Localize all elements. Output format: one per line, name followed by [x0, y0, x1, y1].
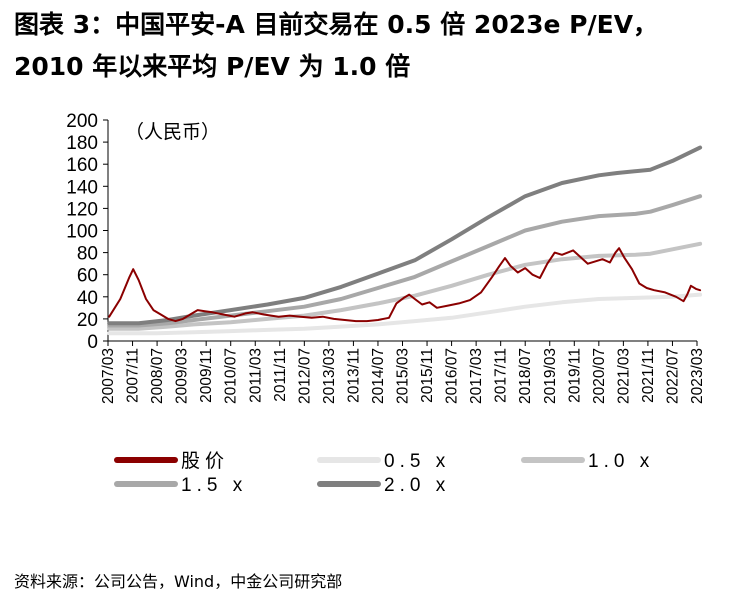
figure-title-line-1: 图表 3：中国平安-A 目前交易在 0.5 倍 2023e P/EV， [14, 10, 659, 39]
y-tick-label: 100 [66, 222, 98, 243]
x-tick-label: 2015/11 [419, 348, 436, 403]
x-tick-label: 2021/11 [640, 348, 657, 403]
unit-label: （人民币） [125, 121, 220, 143]
series-layer [107, 145, 703, 336]
figure-title-line-2: 2010 年以来平均 P/EV 为 1.0 倍 [14, 52, 411, 81]
x-tick-label: 2022/07 [664, 348, 681, 404]
x-tick-label: 2007/11 [125, 348, 142, 403]
x-tick-label: 2017/11 [493, 348, 510, 403]
x-tick-label: 2016/07 [444, 348, 461, 404]
y-tick-label: 80 [77, 244, 98, 265]
y-tick-label: 40 [77, 288, 98, 309]
legend-label: 股价 [181, 451, 229, 472]
x-tick-label: 2011/03 [247, 348, 264, 403]
series-line-1-0-x [107, 241, 703, 331]
series-line- [108, 247, 702, 323]
y-tick-label: 20 [77, 310, 98, 331]
x-tick-label: 2017/03 [468, 348, 485, 404]
x-tick-label: 2009/03 [174, 348, 191, 404]
legend-label: 0.5 x [384, 451, 450, 472]
y-tick-label: 140 [66, 177, 98, 198]
series-line-0-5-x [107, 292, 703, 336]
x-tick-label: 2009/11 [198, 348, 215, 403]
x-tick-label: 2014/07 [370, 348, 387, 404]
y-tick-label: 180 [66, 133, 98, 154]
x-tick-label: 2015/03 [395, 348, 412, 404]
x-tick-label: 2023/03 [689, 348, 706, 404]
x-tick-label: 2013/11 [345, 348, 362, 403]
x-tick-label: 2007/03 [100, 348, 117, 404]
x-axis: 2007/03 2007/11 2008/07 2009/03 2009/11 2010/… [100, 340, 706, 404]
x-tick-label: 2019/11 [566, 348, 583, 403]
source-note: 资料来源：公司公告，Wind，中金公司研究部 [14, 572, 343, 591]
x-tick-label: 2021/03 [615, 348, 632, 404]
y-tick-label: 0 [87, 332, 98, 353]
legend-label: 1.0 x [588, 451, 654, 472]
x-tick-label: 2011/11 [272, 348, 289, 402]
x-tick-label: 2010/07 [223, 348, 240, 404]
legend: 股价 0.5 x 1.0 x 1.5 x 2.0 x [114, 451, 654, 496]
x-tick-label: 2008/07 [149, 348, 166, 404]
legend-label: 1.5 x [181, 475, 247, 496]
series-line-1-5-x [107, 194, 703, 328]
x-tick-label: 2018/07 [517, 348, 534, 404]
y-tick-label: 200 [66, 111, 98, 132]
x-tick-label: 2019/03 [542, 348, 559, 404]
x-tick-label: 2020/07 [591, 348, 608, 404]
y-tick-label: 120 [66, 199, 98, 220]
x-tick-label: 2013/03 [321, 348, 338, 404]
series-line-2-0-x [107, 145, 703, 326]
legend-label: 2.0 x [384, 475, 450, 496]
y-tick-label: 160 [66, 155, 98, 176]
x-tick-label: 2012/07 [296, 348, 313, 404]
y-tick-label: 60 [77, 266, 98, 287]
